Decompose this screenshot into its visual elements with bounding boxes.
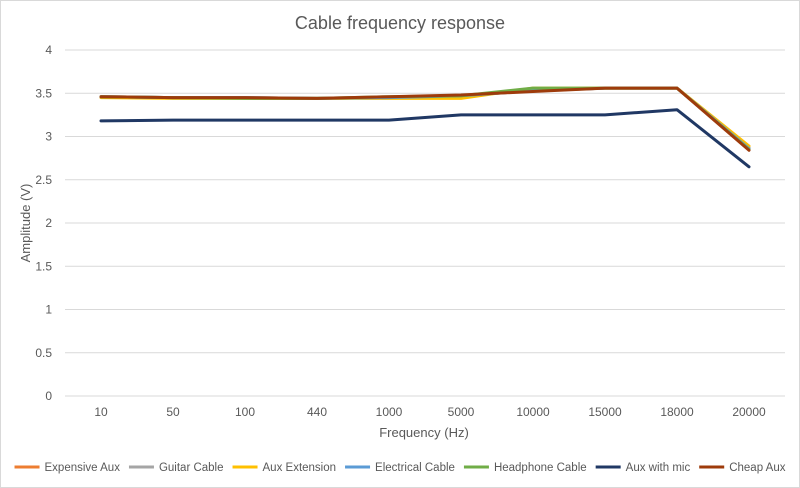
y-tick-label: 1.5 (35, 259, 52, 273)
series-lines (99, 86, 751, 169)
x-tick-label: 10 (94, 405, 108, 419)
x-tick-label: 5000 (448, 405, 475, 419)
y-tick-label: 2 (45, 216, 52, 230)
x-tick-label: 50 (166, 405, 180, 419)
series-line-aux-with-mic (99, 108, 751, 169)
legend-label: Electrical Cable (375, 462, 455, 474)
x-axis-title: Frequency (Hz) (379, 425, 469, 440)
gridlines (65, 49, 785, 397)
y-tick-label: 0 (45, 389, 52, 403)
x-tick-label: 1000 (376, 405, 403, 419)
series-line-cheap-aux (99, 86, 751, 152)
y-tick-label: 1 (45, 303, 52, 317)
legend-label: Cheap Aux (729, 462, 786, 474)
legend-label: Headphone Cable (494, 462, 587, 474)
x-tick-label: 15000 (588, 405, 622, 419)
chart-title: Cable frequency response (295, 13, 505, 33)
x-tick-label: 18000 (660, 405, 694, 419)
y-tick-label: 3.5 (35, 86, 52, 100)
y-tick-label: 0.5 (35, 346, 52, 360)
legend-label: Aux with mic (626, 462, 691, 474)
y-tick-label: 4 (45, 43, 52, 57)
legend-label: Aux Extension (263, 462, 337, 474)
x-tick-label: 10000 (516, 405, 550, 419)
x-tick-label: 100 (235, 405, 255, 419)
y-tick-label: 2.5 (35, 173, 52, 187)
y-axis-title: Amplitude (V) (18, 184, 33, 263)
y-tick-label: 3 (45, 130, 52, 144)
x-axis-ticks: 10 50 100 440 1000 5000 10000 15000 18000 20000 (94, 405, 766, 419)
legend-label: Guitar Cable (159, 462, 224, 474)
legend-label: Expensive Aux (45, 462, 121, 474)
legend: Expensive Aux Guitar Cable Aux Extension El… (14, 462, 786, 474)
x-tick-label: 20000 (732, 405, 766, 419)
y-axis-ticks: 0 0.5 1 1.5 2 2.5 3 3.5 4 (35, 43, 52, 403)
x-tick-label: 440 (307, 405, 327, 419)
